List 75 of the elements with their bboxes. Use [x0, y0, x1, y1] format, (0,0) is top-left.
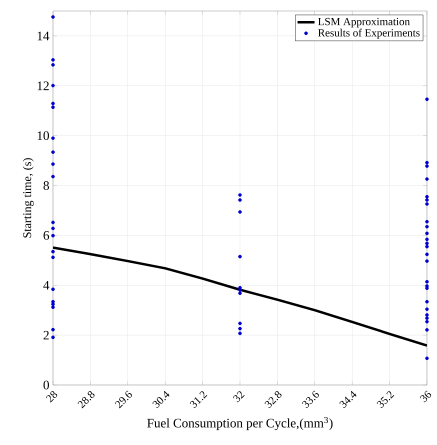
y-tick-label: 10 — [38, 131, 50, 140]
point — [425, 164, 429, 168]
point — [51, 105, 55, 110]
point — [51, 226, 55, 230]
point — [425, 252, 429, 256]
legend-label: LSM Approximation — [318, 18, 410, 28]
point — [425, 307, 429, 311]
point — [51, 220, 55, 224]
point — [238, 322, 242, 326]
point — [425, 313, 429, 317]
point — [51, 15, 55, 19]
point — [51, 250, 55, 254]
point — [51, 63, 55, 67]
point — [238, 291, 242, 296]
point — [238, 198, 242, 202]
point — [425, 244, 429, 248]
x-axis-title: Fuel Consumption per Cycle,(mm$^{3}$) — [147, 417, 333, 430]
point — [51, 256, 55, 260]
point — [238, 332, 242, 336]
point — [51, 287, 55, 292]
point — [51, 162, 55, 166]
y-tick-label: 8 — [44, 181, 50, 190]
x-tick-label: 31.2 — [190, 391, 208, 408]
point — [425, 328, 429, 332]
point — [238, 288, 242, 292]
point — [425, 259, 429, 263]
x-tick-label: 28 — [46, 391, 58, 403]
x-tick-label: 34.4 — [339, 390, 357, 408]
y-tick-label: 4 — [43, 280, 50, 290]
x-tick-label: 30.4 — [152, 390, 170, 408]
x-tick-label: 28.8 — [78, 391, 95, 408]
point — [425, 232, 429, 236]
x-tick-label: 33.6 — [302, 390, 319, 408]
y-tick-label: 0 — [44, 380, 50, 390]
point — [51, 328, 55, 332]
point — [238, 193, 242, 197]
point — [51, 174, 55, 178]
y-tick-label: 6 — [44, 231, 50, 240]
point — [425, 177, 429, 181]
point — [425, 198, 429, 202]
point — [425, 300, 429, 304]
y-axis-title: Starting time, (s) — [22, 158, 34, 238]
point — [238, 326, 242, 330]
point — [425, 224, 429, 228]
point — [425, 220, 429, 224]
point — [425, 320, 429, 324]
point — [425, 316, 429, 320]
point — [425, 160, 429, 164]
point — [238, 210, 242, 214]
y-tick-label: 14 — [38, 32, 50, 40]
point — [425, 194, 429, 199]
point — [425, 280, 429, 284]
line-series — [53, 246, 428, 347]
point — [51, 305, 55, 309]
point — [425, 356, 429, 360]
legend-label: Results of Experiments — [318, 28, 420, 39]
point — [51, 58, 55, 62]
y-tick-label: 2 — [44, 330, 49, 340]
point — [51, 150, 55, 154]
point — [425, 97, 429, 102]
x-tick-label: 35.2 — [376, 391, 394, 408]
point — [51, 102, 55, 106]
point — [51, 234, 55, 238]
point — [238, 254, 242, 258]
point — [51, 84, 55, 88]
point — [425, 242, 429, 246]
x-tick-label: 32.8 — [264, 391, 282, 408]
point — [51, 136, 55, 140]
point — [51, 336, 55, 340]
x-tick-label: 32 — [233, 391, 245, 402]
x-tick-label: 29.6 — [114, 390, 132, 408]
y-tick-label: 12 — [38, 82, 49, 90]
x-tick-label: 36 — [420, 390, 432, 402]
point — [425, 238, 429, 242]
point — [425, 202, 429, 206]
